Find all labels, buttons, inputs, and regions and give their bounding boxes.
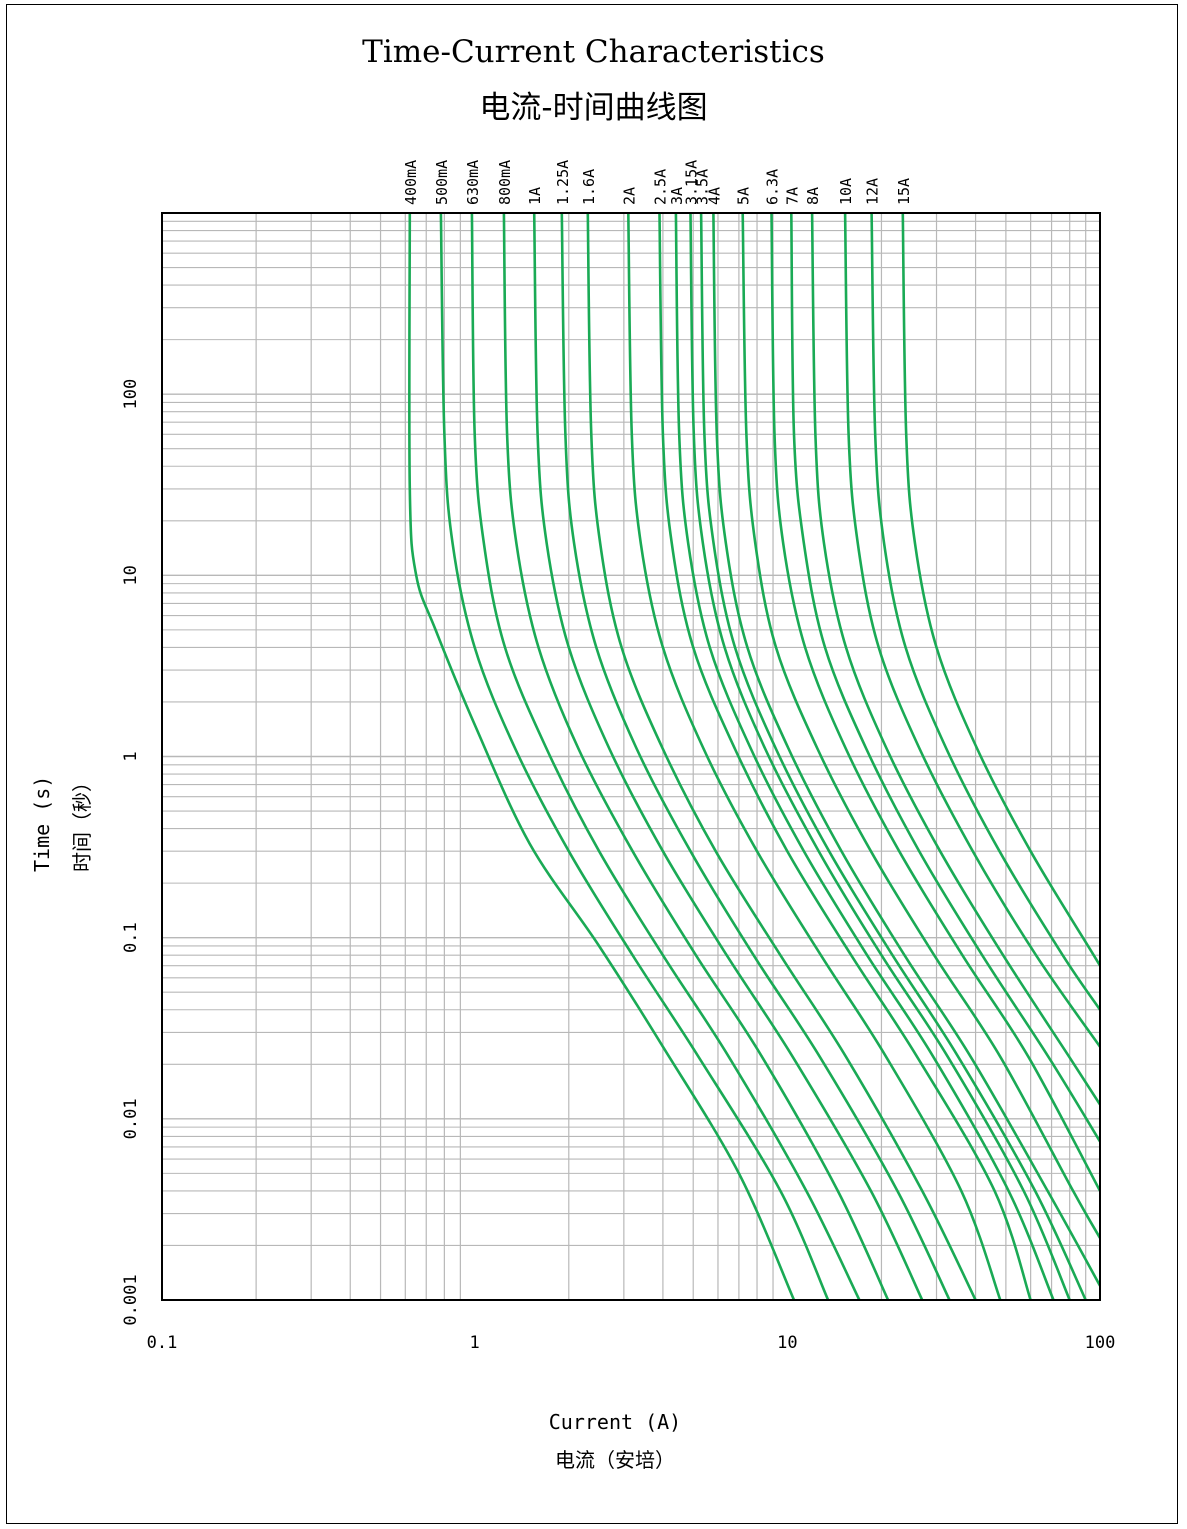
- series-label: 630mA: [464, 160, 482, 205]
- curve-15A: [901, 213, 1100, 968]
- y-tick-label: 0.001: [121, 1274, 141, 1325]
- series-label: 15A: [895, 178, 913, 205]
- y-axis-label: Time (s) 时间（秒）: [22, 660, 112, 920]
- y-tick-label: 1: [121, 751, 141, 761]
- chart-title: Time-Current Characteristics: [362, 34, 825, 70]
- y-axis-label-en: Time (s): [30, 775, 54, 872]
- series-label: 400mA: [402, 160, 420, 205]
- y-tick-label: 100: [121, 379, 141, 410]
- series-label: 3.5A: [693, 169, 711, 205]
- series-label: 2.5A: [651, 169, 669, 205]
- curve-7A: [790, 213, 1100, 1143]
- chart-subtitle: 电流-时间曲线图: [479, 90, 708, 126]
- x-tick-label: 1: [470, 1333, 480, 1353]
- curve-1A: [532, 213, 924, 1300]
- curve-500mA: [439, 213, 830, 1300]
- curve-10A: [843, 213, 1100, 1048]
- series-label: 4A: [705, 187, 723, 205]
- y-tick-label: 10: [121, 565, 141, 585]
- curve-5A: [741, 213, 1100, 1239]
- series-label: 1.25A: [554, 160, 572, 205]
- curve-3.5A: [699, 213, 1087, 1300]
- series-label: 1.6A: [580, 169, 598, 205]
- x-axis-label-en: Current (A): [548, 1410, 682, 1434]
- curves: [408, 213, 1100, 1300]
- y-tick-label: 0.01: [121, 1098, 141, 1139]
- series-label: 5A: [735, 187, 753, 205]
- series-label: 800mA: [496, 160, 514, 205]
- series-label: 500mA: [433, 160, 451, 205]
- curve-400mA: [408, 213, 796, 1300]
- curve-630mA: [470, 213, 861, 1300]
- curve-8A: [810, 213, 1100, 1106]
- curve-3A: [674, 213, 1055, 1300]
- curve-1.25A: [560, 213, 951, 1300]
- series-label: 2A: [620, 187, 638, 205]
- curve-2A: [627, 213, 1002, 1300]
- series-label: 10A: [837, 178, 855, 205]
- curve-1.6A: [586, 213, 977, 1300]
- x-axis-label-zh: 电流（安培）: [555, 1448, 675, 1472]
- series-label: 8A: [804, 187, 822, 205]
- plot-border: [161, 212, 1101, 1301]
- curve-2.5A: [658, 213, 1032, 1300]
- grid: [162, 213, 1100, 1301]
- curve-3.15A: [689, 213, 1071, 1300]
- series-label: 7A: [783, 187, 801, 205]
- curve-6.3A: [770, 213, 1100, 1192]
- y-axis-label-zh: 时间（秒）: [70, 772, 94, 872]
- series-label: 3A: [668, 187, 686, 205]
- series-labels: 400mA 500mA 630mA 800mA 1A 1.25A 1.6A 2A 2.5A3A3…: [402, 160, 913, 205]
- x-tick-label: 10: [777, 1333, 797, 1353]
- series-label: 6.3A: [764, 169, 782, 205]
- curve-4A: [712, 213, 1100, 1287]
- x-tick-label: 100: [1085, 1333, 1116, 1353]
- series-label: 3.15A: [682, 160, 700, 205]
- series-label: 1A: [526, 187, 544, 205]
- chart-frame: [6, 4, 1178, 1524]
- tick-labels: 0.1 1 10 100 0.001 0.01 0.1 1 10 100: [121, 379, 1115, 1353]
- series-label: 12A: [864, 178, 882, 205]
- curve-12A: [870, 213, 1100, 1011]
- x-tick-label: 0.1: [147, 1333, 178, 1353]
- curve-800mA: [502, 213, 890, 1300]
- y-tick-label: 0.1: [121, 922, 141, 953]
